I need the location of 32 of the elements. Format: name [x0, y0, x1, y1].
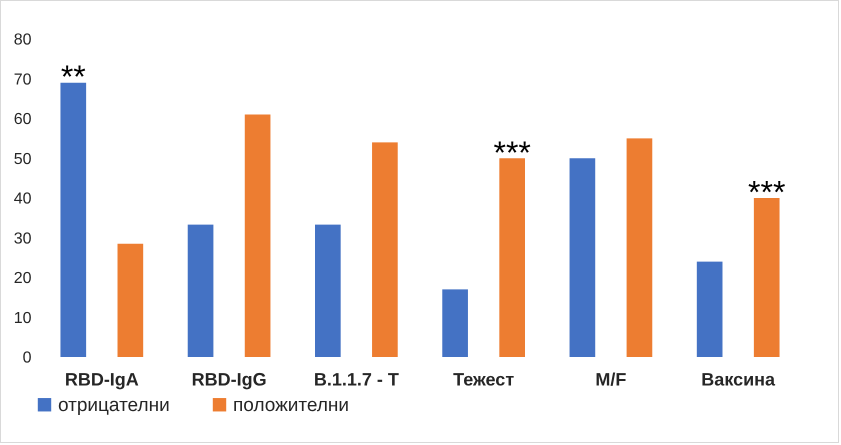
x-tick-label: RBD-IgA [64, 370, 139, 390]
bar [499, 158, 525, 357]
x-tick-label: M/F [595, 370, 626, 390]
y-tick-label: 80 [14, 32, 32, 48]
x-tick-label: Тежест [453, 370, 514, 390]
bar [244, 114, 270, 357]
bar [372, 142, 398, 357]
y-tick-label: 70 [14, 71, 32, 88]
y-tick-label: 50 [14, 150, 32, 168]
bar [315, 224, 341, 357]
annotation: ** [60, 58, 86, 95]
bar [696, 262, 722, 357]
bar [754, 198, 780, 357]
y-tick-label: 40 [14, 190, 32, 208]
bar [118, 244, 144, 357]
bar [188, 224, 214, 357]
x-tick-label: B.1.1.7 - T [314, 370, 399, 390]
y-tick-label: 0 [22, 350, 32, 366]
y-tick-label: 30 [14, 230, 32, 248]
legend-label: положителни [233, 394, 350, 416]
legend-label: отрицателни [58, 394, 170, 416]
x-tick-label: RBD-IgG [192, 370, 267, 390]
bar [570, 158, 596, 357]
bar [626, 138, 652, 357]
y-tick-label: 60 [14, 111, 32, 128]
annotation: *** [748, 174, 786, 210]
x-tick-label: Ваксина [701, 370, 776, 390]
y-tick-label: 20 [14, 270, 32, 287]
bar [442, 289, 468, 357]
y-tick-label: 10 [14, 310, 32, 327]
annotation: *** [493, 134, 531, 170]
bar [60, 82, 86, 357]
